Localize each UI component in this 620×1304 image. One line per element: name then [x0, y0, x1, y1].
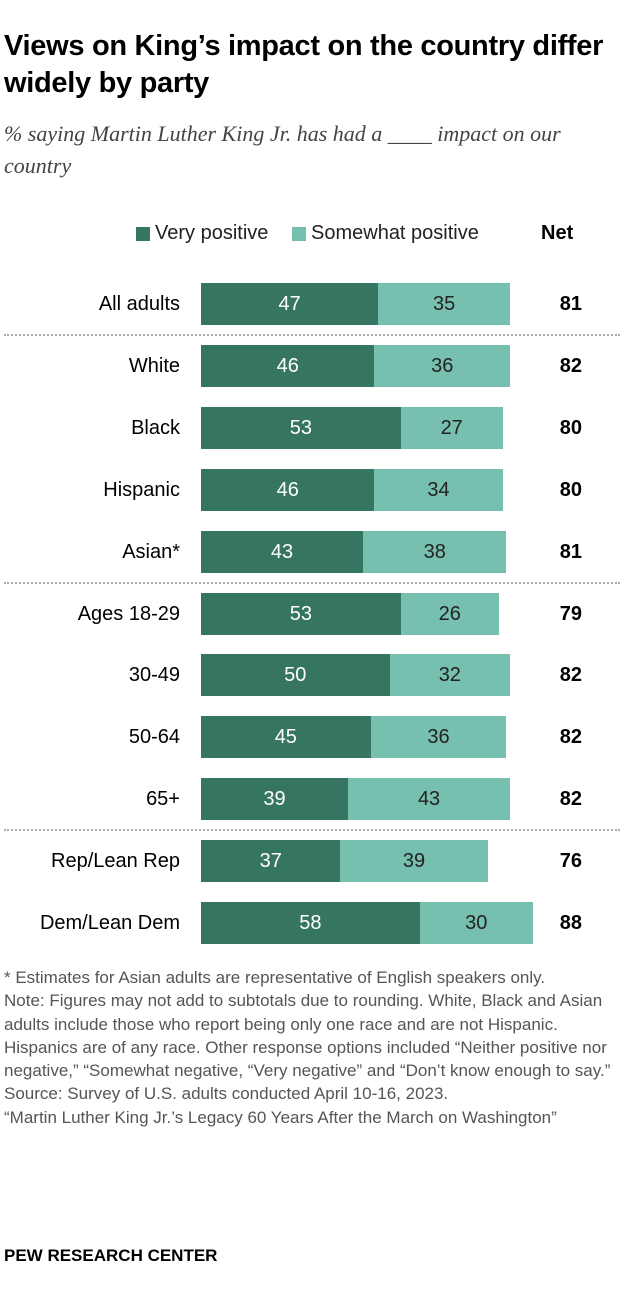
legend-swatch: [136, 226, 150, 241]
chart-title: Views on King’s impact on the country di…: [4, 30, 604, 99]
legend-very-positive: Very positive: [136, 222, 268, 245]
bar-very-positive: 37: [201, 840, 341, 883]
bar-somewhat-positive: 43: [348, 778, 511, 821]
report-title: “Martin Luther King Jr.’s Legacy 60 Year…: [4, 1107, 557, 1127]
bar-very-positive: 50: [201, 654, 390, 697]
bar-somewhat-positive: 36: [374, 344, 511, 387]
category-label: Hispanic: [103, 478, 180, 501]
group-divider: [4, 581, 620, 584]
net-header: Net: [541, 222, 574, 244]
group-divider: [4, 334, 620, 336]
footnote: * Estimates for Asian adults are represe…: [4, 968, 546, 987]
brand-logo: PEW RESEARCH CENTER: [4, 1246, 218, 1265]
category-label: Asian*: [122, 540, 180, 563]
net-value: 76: [559, 850, 582, 873]
category-label: 30-49: [128, 664, 180, 687]
source: Source: Survey of U.S. adults conducted …: [4, 1084, 449, 1104]
net-value: 82: [559, 664, 582, 687]
net-value: 82: [559, 726, 582, 749]
category-label: White: [128, 354, 180, 377]
legend-label: Very positive: [155, 222, 269, 244]
bar-row: All adults 47 35 81: [0, 283, 620, 325]
net-value: 81: [559, 293, 582, 315]
net-value: 88: [559, 912, 582, 934]
bar-row: 50-64 45 36 82: [0, 716, 620, 759]
bar-very-positive: 47: [201, 283, 379, 325]
bar-row: Hispanic 46 34 80: [0, 468, 620, 511]
net-value: 82: [559, 788, 582, 811]
category-label: Rep/Lean Rep: [51, 850, 180, 873]
category-label: 50-64: [128, 726, 180, 749]
bar-somewhat-positive: 38: [363, 530, 507, 573]
bar-very-positive: 39: [201, 778, 349, 821]
bar-very-positive: 58: [201, 902, 420, 944]
bar-row: 65+ 39 43 82: [0, 778, 620, 821]
note: Note: Figures may not add to subtotals d…: [4, 991, 611, 1081]
bar-very-positive: 46: [201, 344, 375, 387]
category-label: Black: [131, 416, 180, 439]
bar-very-positive: 46: [201, 468, 375, 511]
net-value: 80: [559, 416, 582, 439]
bar-somewhat-positive: 39: [340, 840, 488, 883]
bar-somewhat-positive: 30: [419, 902, 533, 944]
bar-row: Asian* 43 38 81: [0, 530, 620, 573]
net-value: 80: [559, 478, 582, 501]
category-label: Dem/Lean Dem: [39, 912, 180, 934]
category-label: 65+: [146, 788, 180, 811]
bar-very-positive: 43: [201, 530, 364, 573]
group-divider: [4, 829, 620, 832]
bar-somewhat-positive: 36: [370, 716, 507, 759]
bar-somewhat-positive: 35: [378, 283, 511, 325]
category-label: Ages 18-29: [77, 602, 180, 625]
bar-very-positive: 53: [201, 592, 401, 635]
bar-row: 30-49 50 32 82: [0, 654, 620, 697]
bar-row: Black 53 27 80: [0, 406, 620, 449]
bar-row: Ages 18-29 53 26 79: [0, 592, 620, 635]
bar-row: White 46 36 82: [0, 344, 620, 387]
legend-swatch: [292, 226, 306, 241]
legend-label: Somewhat positive: [311, 222, 479, 244]
net-value: 79: [559, 602, 582, 625]
bar-somewhat-positive: 34: [374, 468, 503, 511]
bar-somewhat-positive: 26: [400, 592, 499, 635]
bar-very-positive: 45: [201, 716, 371, 759]
bar-very-positive: 53: [201, 406, 401, 449]
net-value: 81: [559, 540, 582, 563]
bar-row: Rep/Lean Rep 37 39 76: [0, 840, 620, 883]
category-label: All adults: [98, 293, 180, 315]
net-value: 82: [559, 354, 582, 377]
legend-somewhat-positive: Somewhat positive: [292, 222, 479, 245]
notes: * Estimates for Asian adults are represe…: [4, 966, 616, 1129]
bar-somewhat-positive: 27: [400, 406, 503, 449]
bar-somewhat-positive: 32: [389, 654, 511, 697]
bar-row: Dem/Lean Dem 58 30 88: [0, 902, 620, 944]
chart-subtitle: % saying Martin Luther King Jr. has had …: [4, 121, 561, 178]
